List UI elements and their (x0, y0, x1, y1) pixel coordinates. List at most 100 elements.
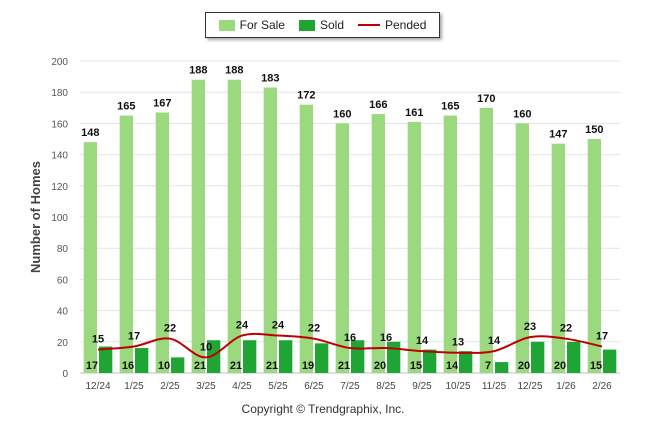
y-tick-label: 140 (51, 151, 68, 162)
legend-label-sold: Sold (319, 18, 344, 32)
data-label-sold: 20 (518, 360, 530, 372)
data-label-for-sale: 150 (585, 124, 603, 136)
bar-for-sale (551, 143, 565, 373)
y-tick-label: 160 (51, 119, 68, 130)
data-label-for-sale: 160 (513, 108, 531, 120)
bar-sold (243, 340, 257, 373)
bar-sold (459, 351, 473, 373)
bar-for-sale (371, 114, 385, 373)
bar-for-sale (443, 115, 457, 373)
x-tick-label: 12/25 (517, 381, 542, 392)
bar-for-sale (155, 112, 169, 373)
x-tick-label: 7/25 (340, 381, 360, 392)
x-tick-label: 11/25 (482, 381, 507, 392)
bar-for-sale (299, 104, 313, 374)
data-label-pended: 10 (200, 341, 212, 353)
legend-label-for-sale: For Sale (239, 18, 285, 32)
bar-for-sale (479, 107, 493, 374)
data-label-sold: 19 (302, 360, 314, 372)
data-label-for-sale: 161 (405, 107, 423, 119)
legend-label-pended: Pended (385, 18, 427, 32)
x-tick-label: 1/25 (124, 381, 144, 392)
bar-sold (279, 340, 293, 373)
bar-sold (315, 343, 329, 373)
bar-for-sale (335, 123, 349, 374)
bar-sold (207, 340, 221, 373)
x-tick-label: 12/24 (85, 381, 110, 392)
bar-sold (171, 357, 185, 373)
data-label-pended: 17 (596, 330, 608, 342)
y-tick-label: 80 (57, 244, 69, 255)
data-label-sold: 15 (410, 360, 422, 372)
x-tick-label: 4/25 (232, 381, 252, 392)
data-label-pended: 15 (92, 334, 104, 346)
data-label-sold: 10 (158, 360, 170, 372)
data-label-sold: 20 (554, 360, 566, 372)
x-tick-label: 6/25 (304, 381, 324, 392)
data-label-for-sale: 147 (549, 129, 567, 141)
bar-for-sale (227, 79, 241, 373)
bar-for-sale (515, 123, 529, 374)
data-label-pended: 22 (560, 323, 572, 335)
x-tick-label: 1/26 (556, 381, 576, 392)
data-label-for-sale: 170 (477, 93, 495, 105)
legend-item-for-sale[interactable]: For Sale (218, 18, 285, 32)
legend-item-sold[interactable]: Sold (298, 18, 344, 32)
data-label-for-sale: 183 (261, 73, 279, 85)
bar-sold (423, 349, 437, 373)
y-tick-label: 120 (51, 182, 68, 193)
y-tick-label: 40 (57, 307, 69, 318)
legend-swatch-for-sale (218, 19, 235, 31)
bar-sold (531, 341, 545, 373)
bar-for-sale (191, 79, 205, 373)
copyright-text: Copyright © Trendgraphix, Inc. (241, 402, 405, 416)
data-label-sold: 15 (590, 360, 602, 372)
data-label-for-sale: 172 (297, 90, 315, 102)
bar-for-sale (83, 142, 97, 373)
x-tick-label: 3/25 (196, 381, 216, 392)
bar-sold (495, 362, 509, 373)
bar-sold (387, 341, 401, 373)
data-label-sold: 17 (86, 360, 98, 372)
data-label-sold: 21 (266, 360, 278, 372)
data-label-pended: 22 (164, 323, 176, 335)
data-label-pended: 23 (524, 321, 536, 333)
data-label-pended: 22 (308, 323, 320, 335)
data-label-pended: 14 (416, 335, 429, 347)
data-label-sold: 21 (230, 360, 242, 372)
x-tick-label: 5/25 (268, 381, 288, 392)
legend-item-pended[interactable]: Pended (358, 18, 426, 32)
data-label-for-sale: 160 (333, 108, 351, 120)
data-label-for-sale: 148 (81, 127, 99, 139)
data-label-pended: 14 (488, 335, 501, 347)
data-label-for-sale: 188 (189, 65, 207, 77)
x-tick-label: 2/26 (592, 381, 612, 392)
data-label-pended: 13 (452, 337, 464, 349)
y-tick-label: 60 (57, 275, 69, 286)
data-label-sold: 21 (194, 360, 206, 372)
data-label-pended: 24 (236, 320, 249, 332)
x-tick-label: 9/25 (412, 381, 432, 392)
data-label-pended: 16 (380, 332, 392, 344)
data-label-for-sale: 165 (117, 101, 135, 113)
y-tick-label: 200 (51, 57, 68, 68)
y-tick-label: 20 (57, 338, 69, 349)
bar-sold (351, 340, 365, 373)
data-label-pended: 17 (128, 330, 140, 342)
x-tick-label: 2/25 (160, 381, 180, 392)
data-label-for-sale: 188 (225, 65, 243, 77)
data-label-sold: 20 (374, 360, 386, 372)
data-label-sold: 7 (485, 360, 491, 372)
legend-swatch-pended (358, 24, 380, 26)
bar-sold (567, 341, 581, 373)
data-label-sold: 21 (338, 360, 350, 372)
data-label-pended: 24 (272, 320, 285, 332)
bar-sold (603, 349, 617, 373)
data-label-for-sale: 166 (369, 99, 387, 111)
y-axis-label: Number of Homes (28, 161, 43, 273)
data-label-sold: 16 (122, 360, 134, 372)
y-tick-label: 0 (62, 369, 68, 380)
bar-sold (99, 346, 113, 373)
